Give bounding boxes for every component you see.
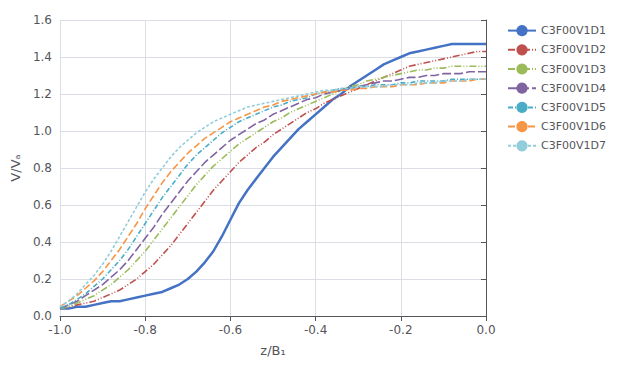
svg-text:-0.4: -0.4 [304, 323, 327, 337]
svg-text:C3F00V1D1: C3F00V1D1 [541, 24, 606, 37]
svg-text:C3F00V1D2: C3F00V1D2 [541, 43, 606, 56]
svg-text:1.2: 1.2 [33, 87, 52, 101]
svg-text:V/Vₐ: V/Vₐ [8, 154, 23, 181]
svg-text:1.6: 1.6 [33, 13, 52, 27]
svg-text:1.0: 1.0 [33, 124, 52, 138]
svg-text:0.2: 0.2 [33, 272, 52, 286]
svg-text:0.0: 0.0 [476, 323, 495, 337]
svg-text:-0.8: -0.8 [133, 323, 156, 337]
svg-text:0.8: 0.8 [33, 161, 52, 175]
svg-text:-0.2: -0.2 [389, 323, 412, 337]
svg-text:C3F00V1D4: C3F00V1D4 [541, 82, 606, 95]
svg-text:-0.6: -0.6 [219, 323, 242, 337]
svg-text:C3F00V1D3: C3F00V1D3 [541, 63, 606, 76]
svg-text:C3F00V1D7: C3F00V1D7 [541, 139, 606, 152]
svg-text:0.6: 0.6 [33, 198, 52, 212]
svg-text:C3F00V1D5: C3F00V1D5 [541, 101, 606, 114]
svg-text:1.4: 1.4 [33, 50, 52, 64]
svg-text:C3F00V1D6: C3F00V1D6 [541, 120, 606, 133]
svg-text:0.0: 0.0 [33, 309, 52, 323]
svg-text:z/B₁: z/B₁ [260, 343, 285, 358]
svg-text:-1.0: -1.0 [48, 323, 71, 337]
svg-text:0.4: 0.4 [33, 235, 52, 249]
